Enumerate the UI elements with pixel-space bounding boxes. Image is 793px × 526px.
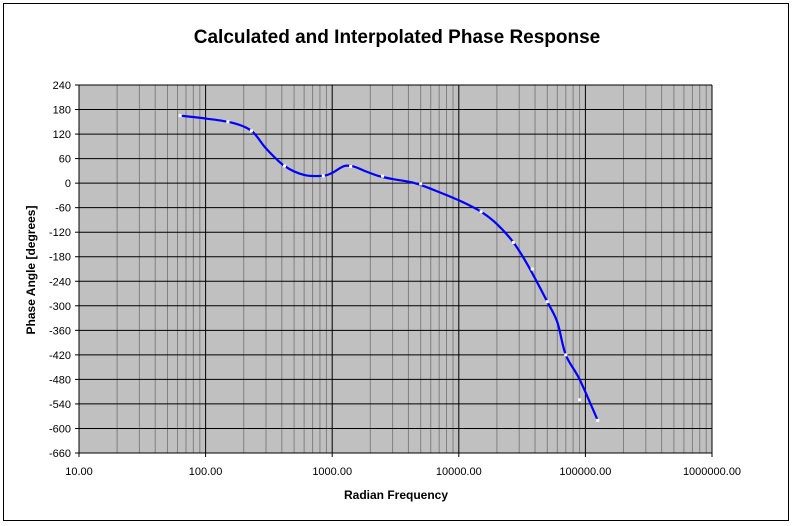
y-tick-label: -240 <box>49 276 71 288</box>
y-tick-label: -120 <box>49 227 71 239</box>
y-tick-label: 240 <box>53 80 71 92</box>
x-tick-label: 100.00 <box>189 466 223 478</box>
data-point-marker <box>419 182 423 186</box>
y-tick-label: -60 <box>55 203 71 215</box>
y-tick-label: -540 <box>49 399 71 411</box>
chart-title: Calculated and Interpolated Phase Respon… <box>194 27 601 48</box>
y-axis-label: Phase Angle [degrees] <box>24 206 38 335</box>
y-tick-label: -660 <box>49 448 71 460</box>
data-point-marker <box>545 300 549 304</box>
x-tick-label: 10.00 <box>65 466 93 478</box>
y-tick-label: -600 <box>49 423 71 435</box>
data-point-marker <box>178 114 182 118</box>
x-tick-label: 1000000.00 <box>683 466 741 478</box>
y-tick-label: 180 <box>53 105 71 117</box>
plot-background <box>79 85 712 453</box>
data-point-marker <box>249 129 253 133</box>
series-line <box>180 114 599 421</box>
y-tick-label: -300 <box>49 301 71 313</box>
y-tick-label: 120 <box>53 129 71 141</box>
y-tick-label: 0 <box>65 178 71 190</box>
data-point-marker <box>564 353 568 357</box>
data-point-marker <box>530 267 534 271</box>
y-tick-label: 60 <box>59 154 71 166</box>
x-tick-label: 1000.00 <box>312 466 352 478</box>
data-point-marker <box>321 174 325 178</box>
data-point-marker <box>349 164 353 168</box>
x-axis-label: Radian Frequency <box>344 488 448 502</box>
plot-area-group: 240 180 120 60 0 -60 -120 -180 -240 -300 -360 -420 -… <box>49 80 741 478</box>
data-point-marker <box>226 120 230 124</box>
data-point-marker <box>578 398 582 402</box>
data-point-marker <box>596 418 600 422</box>
data-point-marker <box>283 164 287 168</box>
x-tick-label: 100000.00 <box>559 466 611 478</box>
y-tick-label: -360 <box>49 325 71 337</box>
data-point-marker <box>479 210 483 214</box>
y-tick-label: -420 <box>49 350 71 362</box>
data-point-marker <box>511 240 515 244</box>
y-tick-label: -480 <box>49 374 71 386</box>
data-point-marker <box>381 174 385 178</box>
x-tick-label: 10000.00 <box>436 466 482 478</box>
y-tick-label: -180 <box>49 252 71 264</box>
